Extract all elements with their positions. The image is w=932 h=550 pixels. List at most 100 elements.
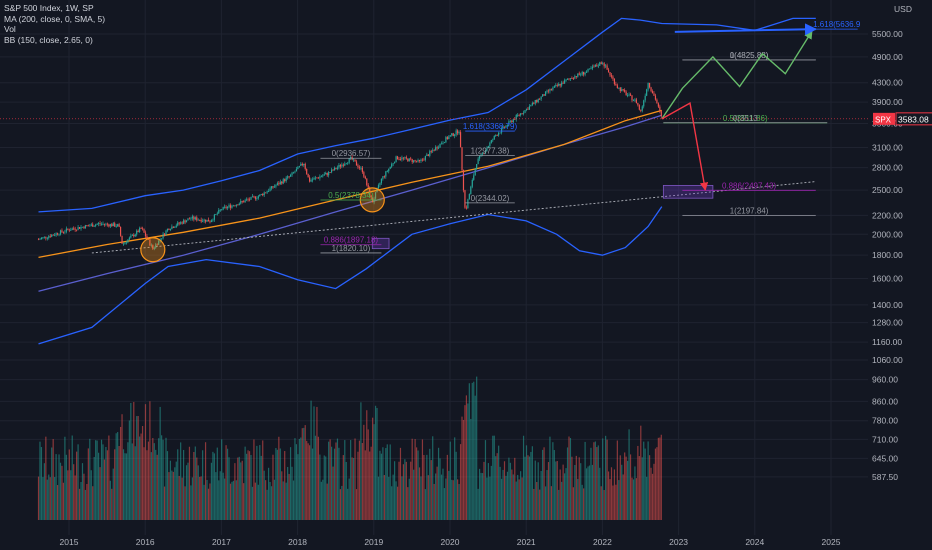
- volume-bar: [259, 445, 261, 520]
- volume-bar: [139, 436, 141, 520]
- fib-level-label: 0(2344.02): [471, 194, 510, 203]
- candle-body: [534, 99, 536, 104]
- legend-volume[interactable]: Vol: [4, 24, 16, 34]
- volume-bar: [396, 486, 399, 520]
- candle-body: [203, 219, 205, 221]
- volume-bar: [265, 480, 267, 520]
- candle-body: [593, 66, 595, 68]
- volume-bar: [149, 401, 151, 520]
- volume-bar: [546, 470, 548, 520]
- volume-bar: [300, 437, 302, 520]
- volume-bar: [191, 477, 193, 520]
- price-tick-label: 1600.00: [872, 273, 903, 283]
- volume-bar: [480, 472, 482, 520]
- candle-body: [134, 234, 136, 237]
- volume-bar: [65, 454, 67, 520]
- volume-bar: [452, 480, 454, 520]
- volume-bar: [594, 441, 596, 520]
- candle-body: [216, 213, 218, 215]
- time-axis-bg: [0, 536, 868, 550]
- volume-bar: [112, 468, 114, 520]
- volume-bar: [366, 410, 368, 520]
- volume-bar: [550, 486, 553, 520]
- candle-body: [165, 230, 167, 236]
- legend-bb[interactable]: BB (150, close, 2.65, 0): [4, 34, 93, 45]
- candle-body: [399, 159, 402, 160]
- candle-body: [492, 139, 494, 141]
- volume-bar: [282, 481, 284, 520]
- legend-ma[interactable]: MA (200, close, 0, SMA, 5): [4, 13, 106, 24]
- candle-body: [452, 133, 454, 136]
- candle-body: [511, 120, 513, 123]
- candle-body: [348, 158, 350, 163]
- volume-bar: [169, 460, 172, 520]
- volume-bar: [194, 446, 196, 520]
- candle-body: [358, 167, 361, 169]
- volume-bar: [508, 457, 510, 520]
- candle-body: [468, 194, 470, 200]
- candle-body: [188, 218, 191, 220]
- fib-level-label: 0.5(2378.34): [328, 191, 374, 200]
- candle-body: [354, 159, 356, 162]
- candle-body: [546, 90, 548, 92]
- candle-body: [571, 78, 573, 80]
- volume-bar: [83, 473, 85, 520]
- candle-body: [140, 228, 142, 229]
- volume-bar: [540, 470, 542, 520]
- time-tick-label: 2020: [441, 537, 460, 547]
- volume-bar: [213, 453, 215, 520]
- volume-bar: [660, 434, 662, 520]
- candle-body: [515, 114, 517, 120]
- candle-body: [624, 89, 626, 92]
- candle-body: [647, 82, 649, 90]
- candle-body: [100, 223, 103, 225]
- candle-body: [61, 230, 63, 232]
- volume-bar: [440, 474, 443, 520]
- volume-bar: [619, 455, 621, 520]
- candle-body: [609, 72, 611, 76]
- candle-body: [163, 233, 166, 236]
- candle-body: [206, 219, 208, 222]
- candle-body: [364, 176, 366, 179]
- candle-body: [184, 220, 186, 223]
- volume-bar: [479, 468, 481, 520]
- time-tick-label: 2017: [212, 537, 231, 547]
- bollinger-bands: [38, 17, 816, 345]
- volume-bar: [496, 453, 498, 520]
- fib-level-label: 0(4825.88): [730, 51, 769, 60]
- volume-bar: [279, 448, 281, 520]
- volume-bar: [235, 480, 237, 520]
- volume-bar: [219, 471, 221, 520]
- projections: [661, 23, 817, 191]
- volume-bar: [555, 461, 557, 520]
- support-circle: [140, 237, 166, 263]
- candle-body: [149, 239, 151, 246]
- volume-bar: [415, 447, 418, 520]
- volume-bar: [49, 477, 51, 520]
- candle-body: [48, 236, 50, 238]
- candle-body: [520, 113, 522, 116]
- candle-body: [599, 62, 601, 66]
- volume-bar: [382, 447, 384, 520]
- volume-bar: [150, 452, 152, 520]
- volume-bar: [87, 448, 89, 520]
- volume-bar: [572, 487, 574, 520]
- candle-body: [562, 82, 564, 84]
- legend-symbol[interactable]: S&P 500 Index, 1W, SP: [4, 3, 94, 13]
- candle-body: [196, 217, 198, 221]
- volume-bar: [316, 406, 318, 520]
- candle-body: [395, 156, 397, 163]
- candle-body: [190, 218, 192, 220]
- volume-bar: [102, 444, 104, 520]
- volume-bar: [106, 450, 108, 520]
- candle-body: [58, 234, 60, 236]
- volume-bar: [363, 424, 365, 520]
- time-tick-label: 2015: [60, 537, 79, 547]
- candle-body: [448, 136, 450, 140]
- volume-bar: [432, 436, 434, 520]
- candle-body: [481, 153, 484, 155]
- candle-body: [451, 133, 453, 136]
- candle-body: [467, 199, 469, 208]
